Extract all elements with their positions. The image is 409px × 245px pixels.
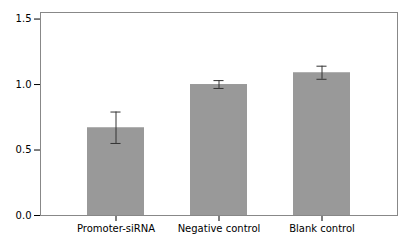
svg-text:0.5: 0.5 bbox=[16, 144, 32, 155]
svg-text:Promoter-siRNA: Promoter-siRNA bbox=[77, 223, 155, 234]
svg-text:Blank control: Blank control bbox=[289, 223, 355, 234]
svg-text:Negative control: Negative control bbox=[178, 223, 261, 234]
svg-text:0.0: 0.0 bbox=[16, 210, 32, 221]
svg-text:1.5: 1.5 bbox=[16, 13, 32, 24]
svg-text:1.0: 1.0 bbox=[16, 79, 32, 90]
